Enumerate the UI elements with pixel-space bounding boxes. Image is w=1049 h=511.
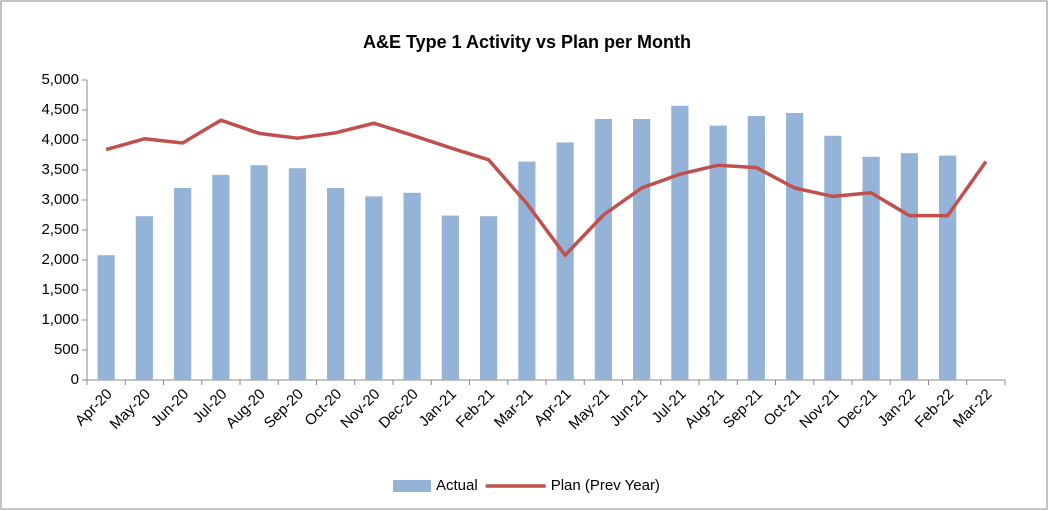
- bar: [633, 119, 651, 380]
- bar: [747, 116, 765, 380]
- bar: [862, 156, 880, 380]
- y-tick-label: 2,500: [41, 221, 79, 238]
- bar: [556, 142, 574, 380]
- legend-label: Plan (Prev Year): [551, 477, 660, 494]
- bar: [594, 119, 612, 380]
- y-tick-label: 5,000: [41, 71, 79, 88]
- bar: [403, 192, 421, 380]
- bar: [480, 216, 498, 380]
- y-tick-label: 4,500: [41, 101, 79, 118]
- bar: [900, 153, 918, 380]
- bar: [135, 216, 153, 380]
- bar: [327, 188, 345, 380]
- bar: [709, 125, 727, 380]
- bar: [365, 196, 383, 380]
- y-tick-label: 3,000: [41, 191, 79, 208]
- bar: [250, 165, 268, 380]
- y-tick-label: 1,000: [41, 311, 79, 328]
- bar: [441, 215, 459, 380]
- bar: [786, 113, 804, 380]
- bar: [212, 174, 230, 380]
- y-tick-label: 4,000: [41, 131, 79, 148]
- y-tick-label: 0: [71, 371, 79, 388]
- line: [105, 118, 988, 257]
- legend-swatch: [393, 480, 431, 492]
- bar: [174, 188, 192, 380]
- y-tick-label: 1,500: [41, 281, 79, 298]
- bar: [939, 155, 957, 380]
- y-tick-label: 3,500: [41, 161, 79, 178]
- chart-title: A&E Type 1 Activity vs Plan per Month: [363, 32, 691, 52]
- bar: [518, 161, 536, 380]
- y-tick-label: 500: [54, 341, 79, 358]
- bar: [671, 105, 689, 381]
- bar: [288, 168, 306, 380]
- legend-label: Actual: [436, 477, 478, 494]
- bar: [824, 135, 842, 380]
- y-tick-label: 2,000: [41, 251, 79, 268]
- bar: [97, 255, 115, 380]
